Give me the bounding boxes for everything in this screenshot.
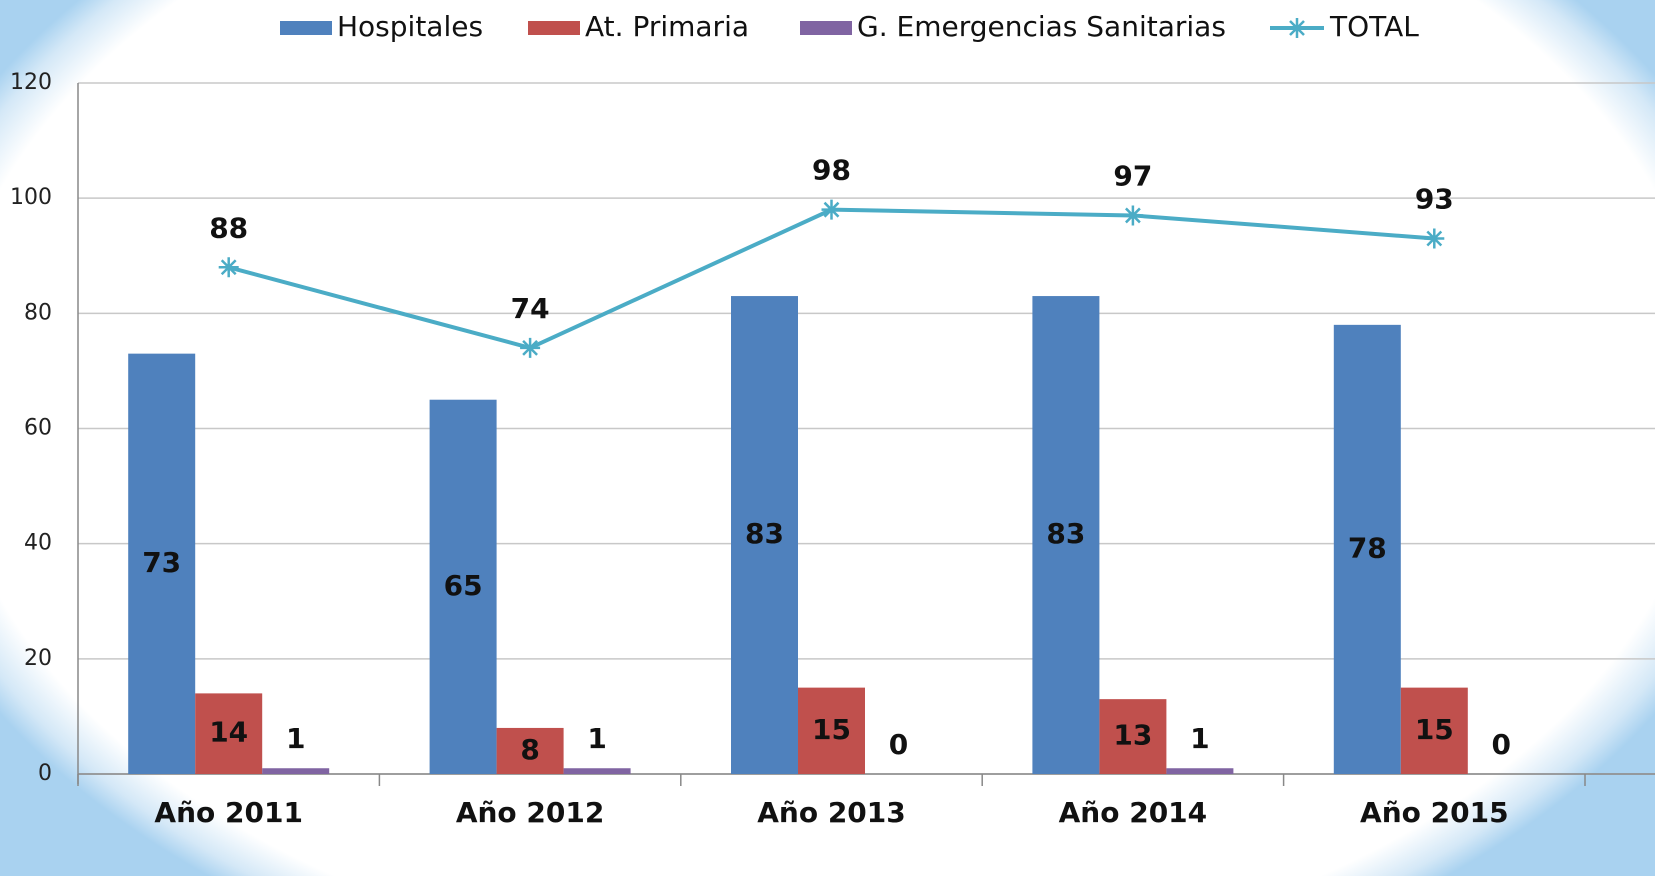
bar [128, 353, 196, 774]
bar-label: 13 [1113, 719, 1152, 752]
bar [1400, 687, 1468, 774]
x-tick-label: Año 2015 [1360, 796, 1509, 829]
y-tick-label: 100 [10, 185, 52, 210]
x-tick-label: Año 2012 [456, 796, 605, 829]
bar-label: 0 [889, 728, 908, 761]
line-label: 93 [1415, 182, 1454, 215]
legend-swatch [280, 21, 332, 35]
line-label: 97 [1113, 159, 1152, 192]
line-marker [218, 257, 239, 278]
x-tick-label: Año 2013 [757, 796, 906, 829]
bar-label: 14 [209, 716, 248, 749]
bar [262, 768, 330, 774]
legend-label: Hospitales [337, 10, 483, 43]
bar-label: 73 [142, 546, 181, 579]
bar [1333, 324, 1401, 774]
bar [496, 727, 564, 774]
bar-label: 78 [1348, 531, 1387, 564]
bar-label: 0 [1492, 728, 1511, 761]
y-tick-label: 120 [10, 70, 52, 95]
legend-swatch [1287, 18, 1307, 38]
bar-label: 1 [587, 722, 606, 755]
bar [798, 687, 865, 774]
bar-label: 1 [286, 722, 305, 755]
legend-swatch [800, 21, 852, 35]
line-marker [1424, 228, 1445, 249]
y-tick-label: 20 [24, 646, 52, 671]
y-tick-label: 0 [38, 761, 52, 786]
y-tick-label: 40 [24, 531, 52, 556]
bar [1099, 699, 1167, 774]
line-label: 98 [812, 154, 851, 187]
legend-label: G. Emergencias Sanitarias [857, 10, 1226, 43]
line-label: 74 [511, 292, 550, 325]
line [228, 207, 1435, 351]
x-tick-label: Año 2011 [154, 796, 303, 829]
bar-label: 65 [444, 569, 483, 602]
legend-swatch [528, 21, 580, 35]
line-marker [821, 199, 842, 220]
bar-label: 83 [745, 517, 784, 550]
bar-label: 1 [1190, 722, 1209, 755]
bar [1166, 768, 1234, 774]
line-label: 88 [209, 211, 248, 244]
legend-label: TOTAL [1329, 10, 1419, 43]
line-marker [520, 337, 541, 358]
bar-label: 8 [520, 733, 539, 766]
bar [195, 693, 263, 774]
bar [731, 296, 798, 774]
y-tick-label: 80 [24, 300, 52, 325]
x-tick-label: Año 2014 [1059, 796, 1208, 829]
bar [1032, 296, 1100, 774]
y-tick-label: 60 [24, 416, 52, 441]
bar [563, 768, 631, 774]
bar-label: 15 [1415, 713, 1454, 746]
bar-label: 15 [812, 713, 851, 746]
bar-label: 83 [1046, 517, 1085, 550]
bar [429, 399, 497, 774]
legend-label: At. Primaria [585, 10, 749, 43]
line-marker [1122, 205, 1143, 226]
